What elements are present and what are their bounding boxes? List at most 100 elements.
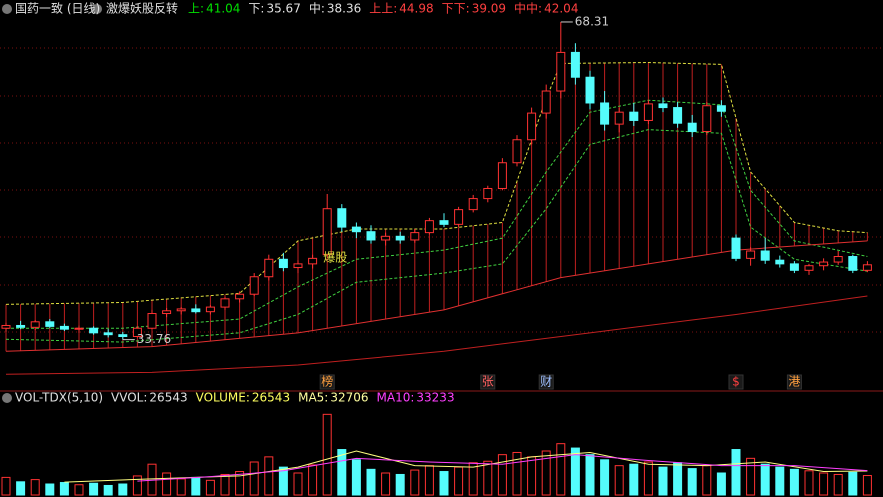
- menu-icon[interactable]: [2, 393, 12, 403]
- volume-bar: [235, 471, 245, 496]
- header-text: MA10:: [377, 391, 415, 405]
- volume-bar: [308, 464, 318, 496]
- header-text: VOLUME:: [196, 391, 250, 405]
- candle-body: [746, 250, 756, 259]
- candle-body: [439, 220, 449, 225]
- volume-bar: [45, 483, 55, 496]
- indicator-line: [5, 240, 868, 352]
- volume-bar: [702, 465, 712, 496]
- volume-bar: [789, 468, 799, 496]
- candle-body: [629, 111, 639, 121]
- volume-bar: [731, 449, 741, 496]
- menu-icon[interactable]: [92, 4, 102, 14]
- header-text: VVOL:: [111, 391, 147, 405]
- header-text: 中:: [309, 1, 325, 16]
- menu-icon[interactable]: [2, 4, 12, 14]
- candle-body: [59, 325, 69, 330]
- volume-bar: [775, 466, 785, 496]
- candle-body: [205, 306, 215, 313]
- volume-bar: [176, 478, 186, 496]
- header-text: 41.04: [206, 2, 240, 16]
- indicator-line: [137, 454, 868, 482]
- volume-bar: [804, 470, 814, 496]
- volume-bar: [366, 468, 376, 496]
- volume-bar: [16, 481, 26, 496]
- volume-bar: [205, 479, 215, 496]
- volume-bar: [468, 462, 478, 496]
- candle-body: [235, 293, 245, 300]
- header-text: 下:: [248, 2, 264, 16]
- candle-body: [278, 258, 288, 269]
- volume-bar: [454, 466, 464, 496]
- header-text: 上上:: [369, 2, 397, 16]
- volume-bar: [74, 484, 84, 496]
- header-text: 26543: [149, 391, 187, 405]
- header-text: 42.04: [544, 2, 578, 16]
- candle-body: [249, 276, 259, 295]
- volume-bar: [293, 472, 303, 496]
- volume-bar: [614, 465, 624, 496]
- volume-bar: [278, 466, 288, 496]
- candle-body: [775, 259, 785, 265]
- header-text: 33233: [416, 391, 454, 405]
- marker-label: 港: [788, 375, 800, 389]
- header-text: 激爆妖股反转: [106, 1, 178, 16]
- volume-bar: [89, 482, 99, 496]
- candle-body: [132, 327, 142, 338]
- candle-body: [103, 332, 113, 336]
- signal-label: 爆股: [323, 251, 347, 265]
- indicator-line: [6, 99, 868, 329]
- marker-label: 榜: [321, 374, 333, 389]
- candle-body: [293, 263, 303, 269]
- volume-bar: [30, 479, 40, 496]
- volume-bar: [1, 476, 11, 496]
- header-text: MA5:: [298, 391, 328, 405]
- header-text: 中中:: [514, 1, 542, 16]
- volume-bar: [59, 482, 69, 496]
- volume-bar: [162, 472, 172, 496]
- marker-box: [319, 374, 335, 390]
- header-text: 26543: [252, 391, 290, 405]
- volume-bar: [716, 472, 726, 496]
- volume-bar: [673, 462, 683, 496]
- candle-body: [366, 231, 376, 241]
- marker-label: 张: [482, 375, 494, 389]
- volume-bar: [103, 484, 113, 496]
- min-label: 33.76: [137, 332, 171, 346]
- header-text: 35.67: [266, 2, 300, 16]
- volume-bar: [848, 471, 858, 496]
- candle-body: [600, 102, 610, 125]
- volume-bar: [541, 450, 551, 496]
- candle-body: [862, 264, 872, 271]
- candle-body: [264, 258, 274, 278]
- candle-body: [541, 90, 551, 114]
- volume-bar: [118, 483, 128, 496]
- header-text: 32706: [330, 391, 368, 405]
- volume-bar: [381, 472, 391, 496]
- candle-body: [585, 76, 595, 104]
- candle-body: [424, 220, 434, 234]
- candle-body: [162, 310, 172, 315]
- candle-body: [658, 103, 668, 109]
- volume-bar: [819, 472, 829, 496]
- volume-bar: [322, 413, 332, 496]
- marker-box: [728, 374, 744, 390]
- candle-body: [147, 313, 157, 329]
- volume-bar: [410, 469, 420, 496]
- candle-body: [848, 256, 858, 271]
- volume-bar: [556, 443, 566, 496]
- candle-body: [527, 112, 537, 141]
- candle-body: [483, 187, 493, 200]
- volume-bar: [132, 475, 142, 496]
- marker-box: [538, 374, 554, 390]
- header-text: 44.98: [399, 2, 433, 16]
- indicator-line: [5, 129, 868, 343]
- volume-bar: [600, 459, 610, 496]
- header-text: 国药一致 (日线): [15, 2, 100, 16]
- candle-body: [454, 209, 464, 225]
- candle-body: [468, 198, 478, 211]
- volume-bar: [424, 465, 434, 496]
- marker-box: [480, 374, 496, 390]
- volume-bar: [483, 460, 493, 496]
